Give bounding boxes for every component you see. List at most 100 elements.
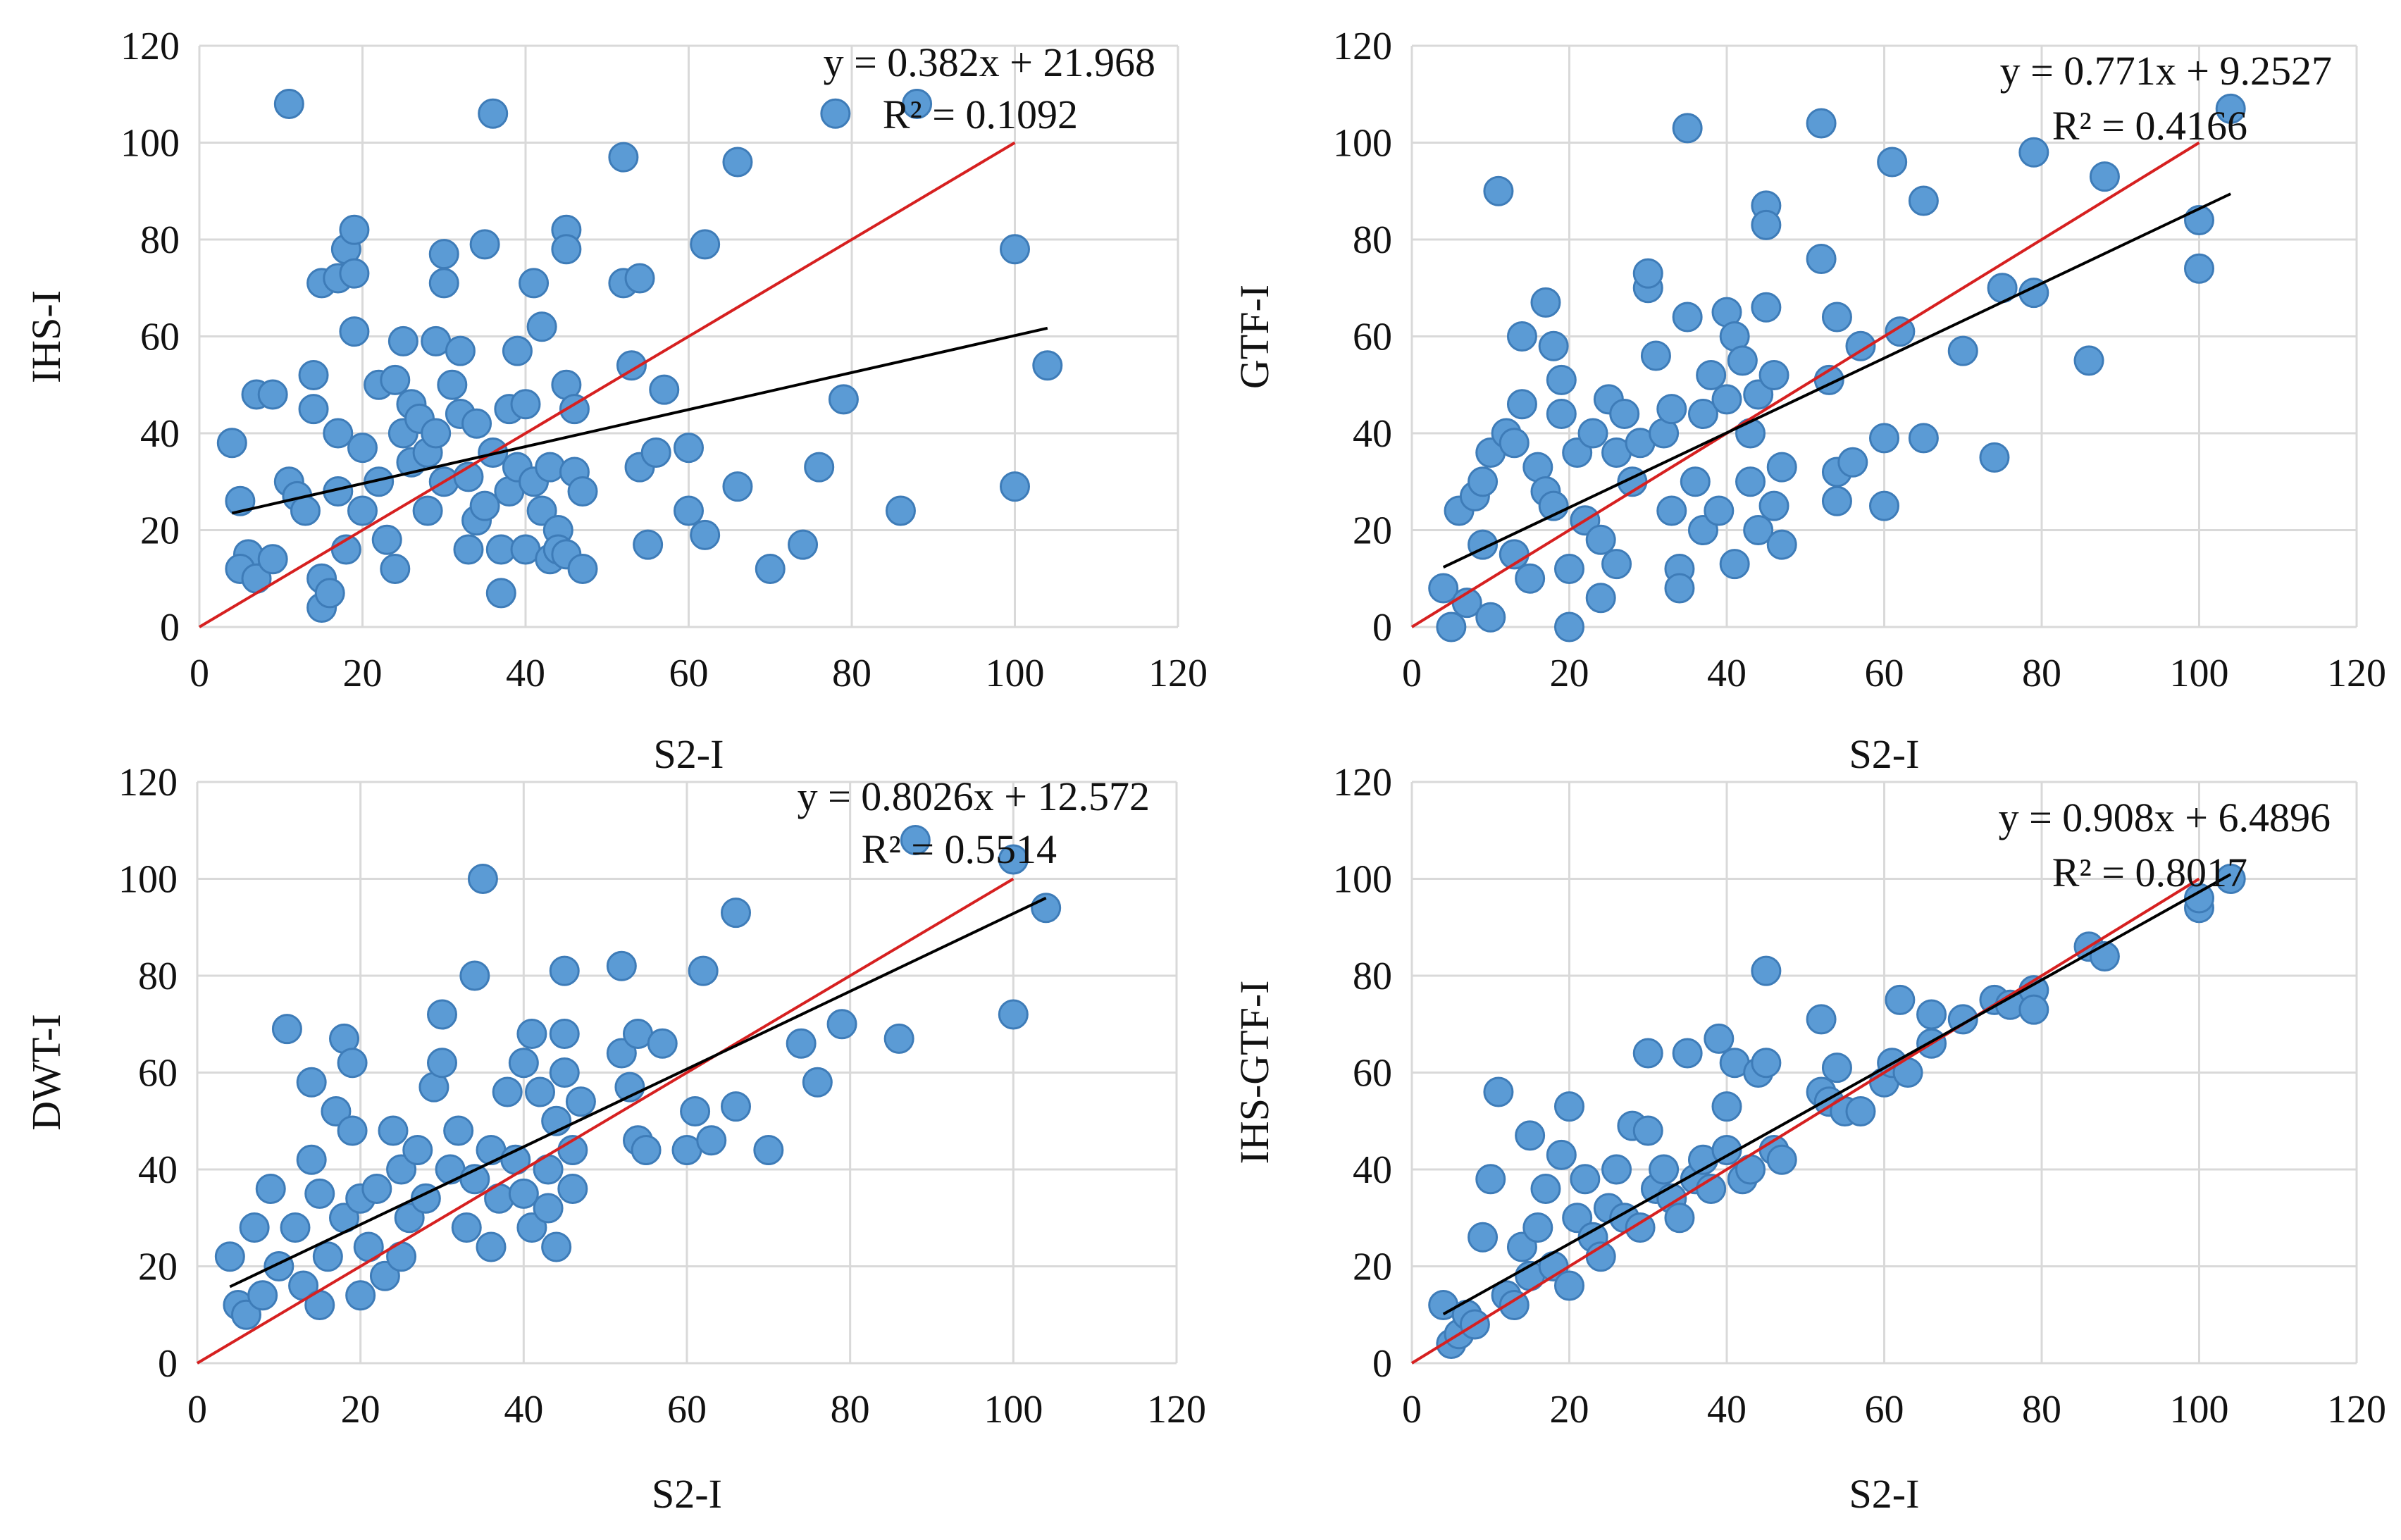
r-squared-label: R² = 0.4166 — [2052, 103, 2247, 149]
data-point — [1530, 1174, 1561, 1204]
x-tick-label: 40 — [1707, 1388, 1747, 1432]
data-point — [1751, 1048, 1782, 1079]
data-point — [525, 1076, 555, 1107]
y-tick-label: 0 — [1372, 606, 1392, 650]
data-point — [1499, 428, 1530, 459]
data-point — [557, 1174, 588, 1204]
data-point — [559, 394, 590, 425]
data-point — [1506, 389, 1537, 420]
y-axis-title: GTF-I — [1231, 285, 1277, 389]
x-tick-label: 80 — [832, 652, 871, 695]
data-point — [257, 544, 288, 575]
data-point — [1869, 490, 1899, 521]
data-point — [1032, 350, 1063, 381]
x-axis-title: S2-I — [652, 1471, 722, 1517]
data-point — [640, 437, 671, 468]
data-point — [786, 1028, 817, 1059]
data-point — [1766, 452, 1797, 483]
data-point — [467, 864, 498, 894]
data-point — [1743, 515, 1774, 545]
data-point — [533, 1193, 564, 1224]
data-point — [608, 142, 639, 173]
data-point — [296, 1144, 327, 1175]
data-point — [631, 1135, 662, 1165]
data-point — [337, 1048, 368, 1079]
data-point — [826, 1009, 857, 1040]
data-point — [549, 1019, 580, 1049]
x-tick-label: 100 — [984, 1388, 1043, 1432]
data-point — [1649, 1154, 1680, 1185]
y-tick-label: 40 — [1353, 412, 1392, 456]
data-point — [386, 1154, 417, 1185]
data-point — [451, 1212, 482, 1243]
data-point — [1522, 1212, 1553, 1243]
data-point — [526, 495, 557, 526]
data-point — [674, 495, 704, 526]
data-point — [469, 229, 500, 260]
data-point — [1885, 984, 1916, 1015]
data-point — [1468, 466, 1499, 497]
data-point — [428, 239, 459, 270]
y-tick-label: 100 — [120, 122, 180, 166]
data-point — [1751, 955, 1782, 986]
x-tick-label: 40 — [506, 652, 545, 695]
data-point — [1766, 1144, 1797, 1175]
data-point — [314, 578, 345, 609]
trend-equation: y = 0.382x + 21.968 — [824, 39, 1155, 85]
data-point — [1727, 345, 1758, 376]
data-point — [1845, 1096, 1876, 1126]
data-point — [321, 1096, 352, 1126]
x-tick-label: 100 — [2170, 1388, 2229, 1432]
data-point — [2215, 93, 2246, 124]
data-point — [453, 534, 484, 565]
data-point — [412, 495, 443, 526]
data-point — [257, 379, 288, 410]
data-point — [1656, 394, 1687, 425]
x-tick-label: 100 — [986, 652, 1045, 695]
data-point — [510, 389, 541, 420]
data-point — [900, 825, 931, 855]
y-tick-label: 120 — [1333, 25, 1392, 68]
data-point — [1000, 234, 1030, 265]
data-point — [502, 335, 533, 366]
data-point — [1632, 1038, 1663, 1069]
data-point — [508, 1178, 539, 1209]
r-squared-label: R² = 0.1092 — [883, 92, 1078, 137]
x-tick-label: 60 — [669, 652, 709, 695]
x-tick-label: 100 — [2170, 652, 2229, 695]
data-point — [1000, 471, 1030, 502]
data-point — [1821, 485, 1852, 516]
data-point — [2184, 253, 2214, 284]
data-point — [271, 1014, 302, 1045]
data-point — [1869, 423, 1899, 454]
x-tick-label: 120 — [1147, 1388, 1206, 1432]
data-point — [755, 554, 786, 584]
data-point — [255, 1174, 286, 1204]
x-tick-label: 40 — [1707, 652, 1747, 695]
data-point — [722, 147, 753, 178]
data-point — [421, 418, 452, 449]
y-tick-label: 0 — [158, 1342, 178, 1386]
data-point — [606, 950, 637, 981]
data-point — [280, 1212, 311, 1243]
data-point — [371, 524, 402, 555]
r-squared-label: R² = 0.5514 — [862, 826, 1057, 872]
data-point — [369, 1260, 400, 1291]
y-tick-label: 60 — [138, 1052, 178, 1095]
data-point — [2089, 941, 2120, 971]
data-point — [1806, 244, 1837, 274]
trend-equation: y = 0.771x + 9.2527 — [2000, 48, 2332, 94]
data-point — [1908, 423, 1939, 454]
data-point — [1640, 340, 1671, 371]
data-point — [312, 1241, 343, 1272]
y-tick-label: 120 — [1333, 761, 1392, 805]
data-point — [1625, 1212, 1656, 1243]
data-point — [1711, 1091, 1742, 1122]
data-point — [290, 495, 321, 526]
data-point — [565, 1086, 596, 1117]
data-point — [298, 360, 329, 390]
x-tick-label: 20 — [341, 1388, 380, 1432]
data-point — [2215, 864, 2246, 894]
data-point — [1609, 399, 1640, 429]
